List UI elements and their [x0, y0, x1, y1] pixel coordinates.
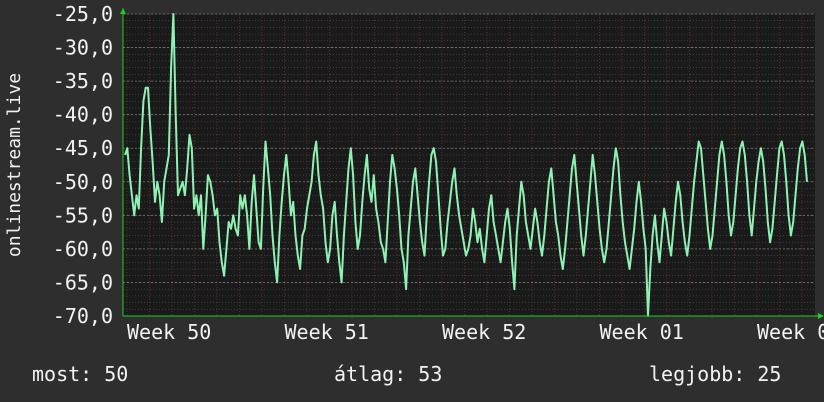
- y-tick-label: -35,0: [53, 69, 113, 93]
- x-tick-label: Week 50: [127, 320, 211, 344]
- y-tick-label: -70,0: [53, 304, 113, 328]
- x-axis-arrow: [818, 313, 824, 319]
- series-line: [124, 13, 808, 317]
- y-tick-label: -40,0: [53, 103, 113, 127]
- stat-best: legjobb: 25: [649, 362, 782, 386]
- plot-background: [123, 14, 815, 316]
- y-tick-label: -50,0: [53, 170, 113, 194]
- y-axis-label: onlinestream.live: [4, 73, 25, 257]
- y-tick-label: -60,0: [53, 237, 113, 261]
- y-axis-arrow: [120, 8, 126, 14]
- x-tick-label: Week 51: [285, 320, 369, 344]
- y-tick-label: -55,0: [53, 203, 113, 227]
- grid: [123, 13, 815, 317]
- x-tick-label: Week 52: [442, 320, 526, 344]
- stat-current: most: 50: [32, 362, 129, 386]
- y-tick-label: -30,0: [53, 36, 113, 60]
- y-tick-label: -45,0: [53, 136, 113, 160]
- y-tick-label: -65,0: [53, 270, 113, 294]
- x-axis-ticks: Week 50 Week 51 Week 52 Week 01 Week 0: [127, 320, 824, 344]
- x-tick-label: Week 0: [757, 320, 824, 344]
- y-tick-label: -25,0: [53, 2, 113, 26]
- axes: [120, 8, 824, 319]
- y-axis-ticks: -25,0 -30,0 -35,0 -40,0 -45,0 -50,0 -55,0 -60,0…: [53, 2, 113, 328]
- x-tick-label: Week 01: [600, 320, 684, 344]
- stat-average: átlag: 53: [334, 362, 443, 386]
